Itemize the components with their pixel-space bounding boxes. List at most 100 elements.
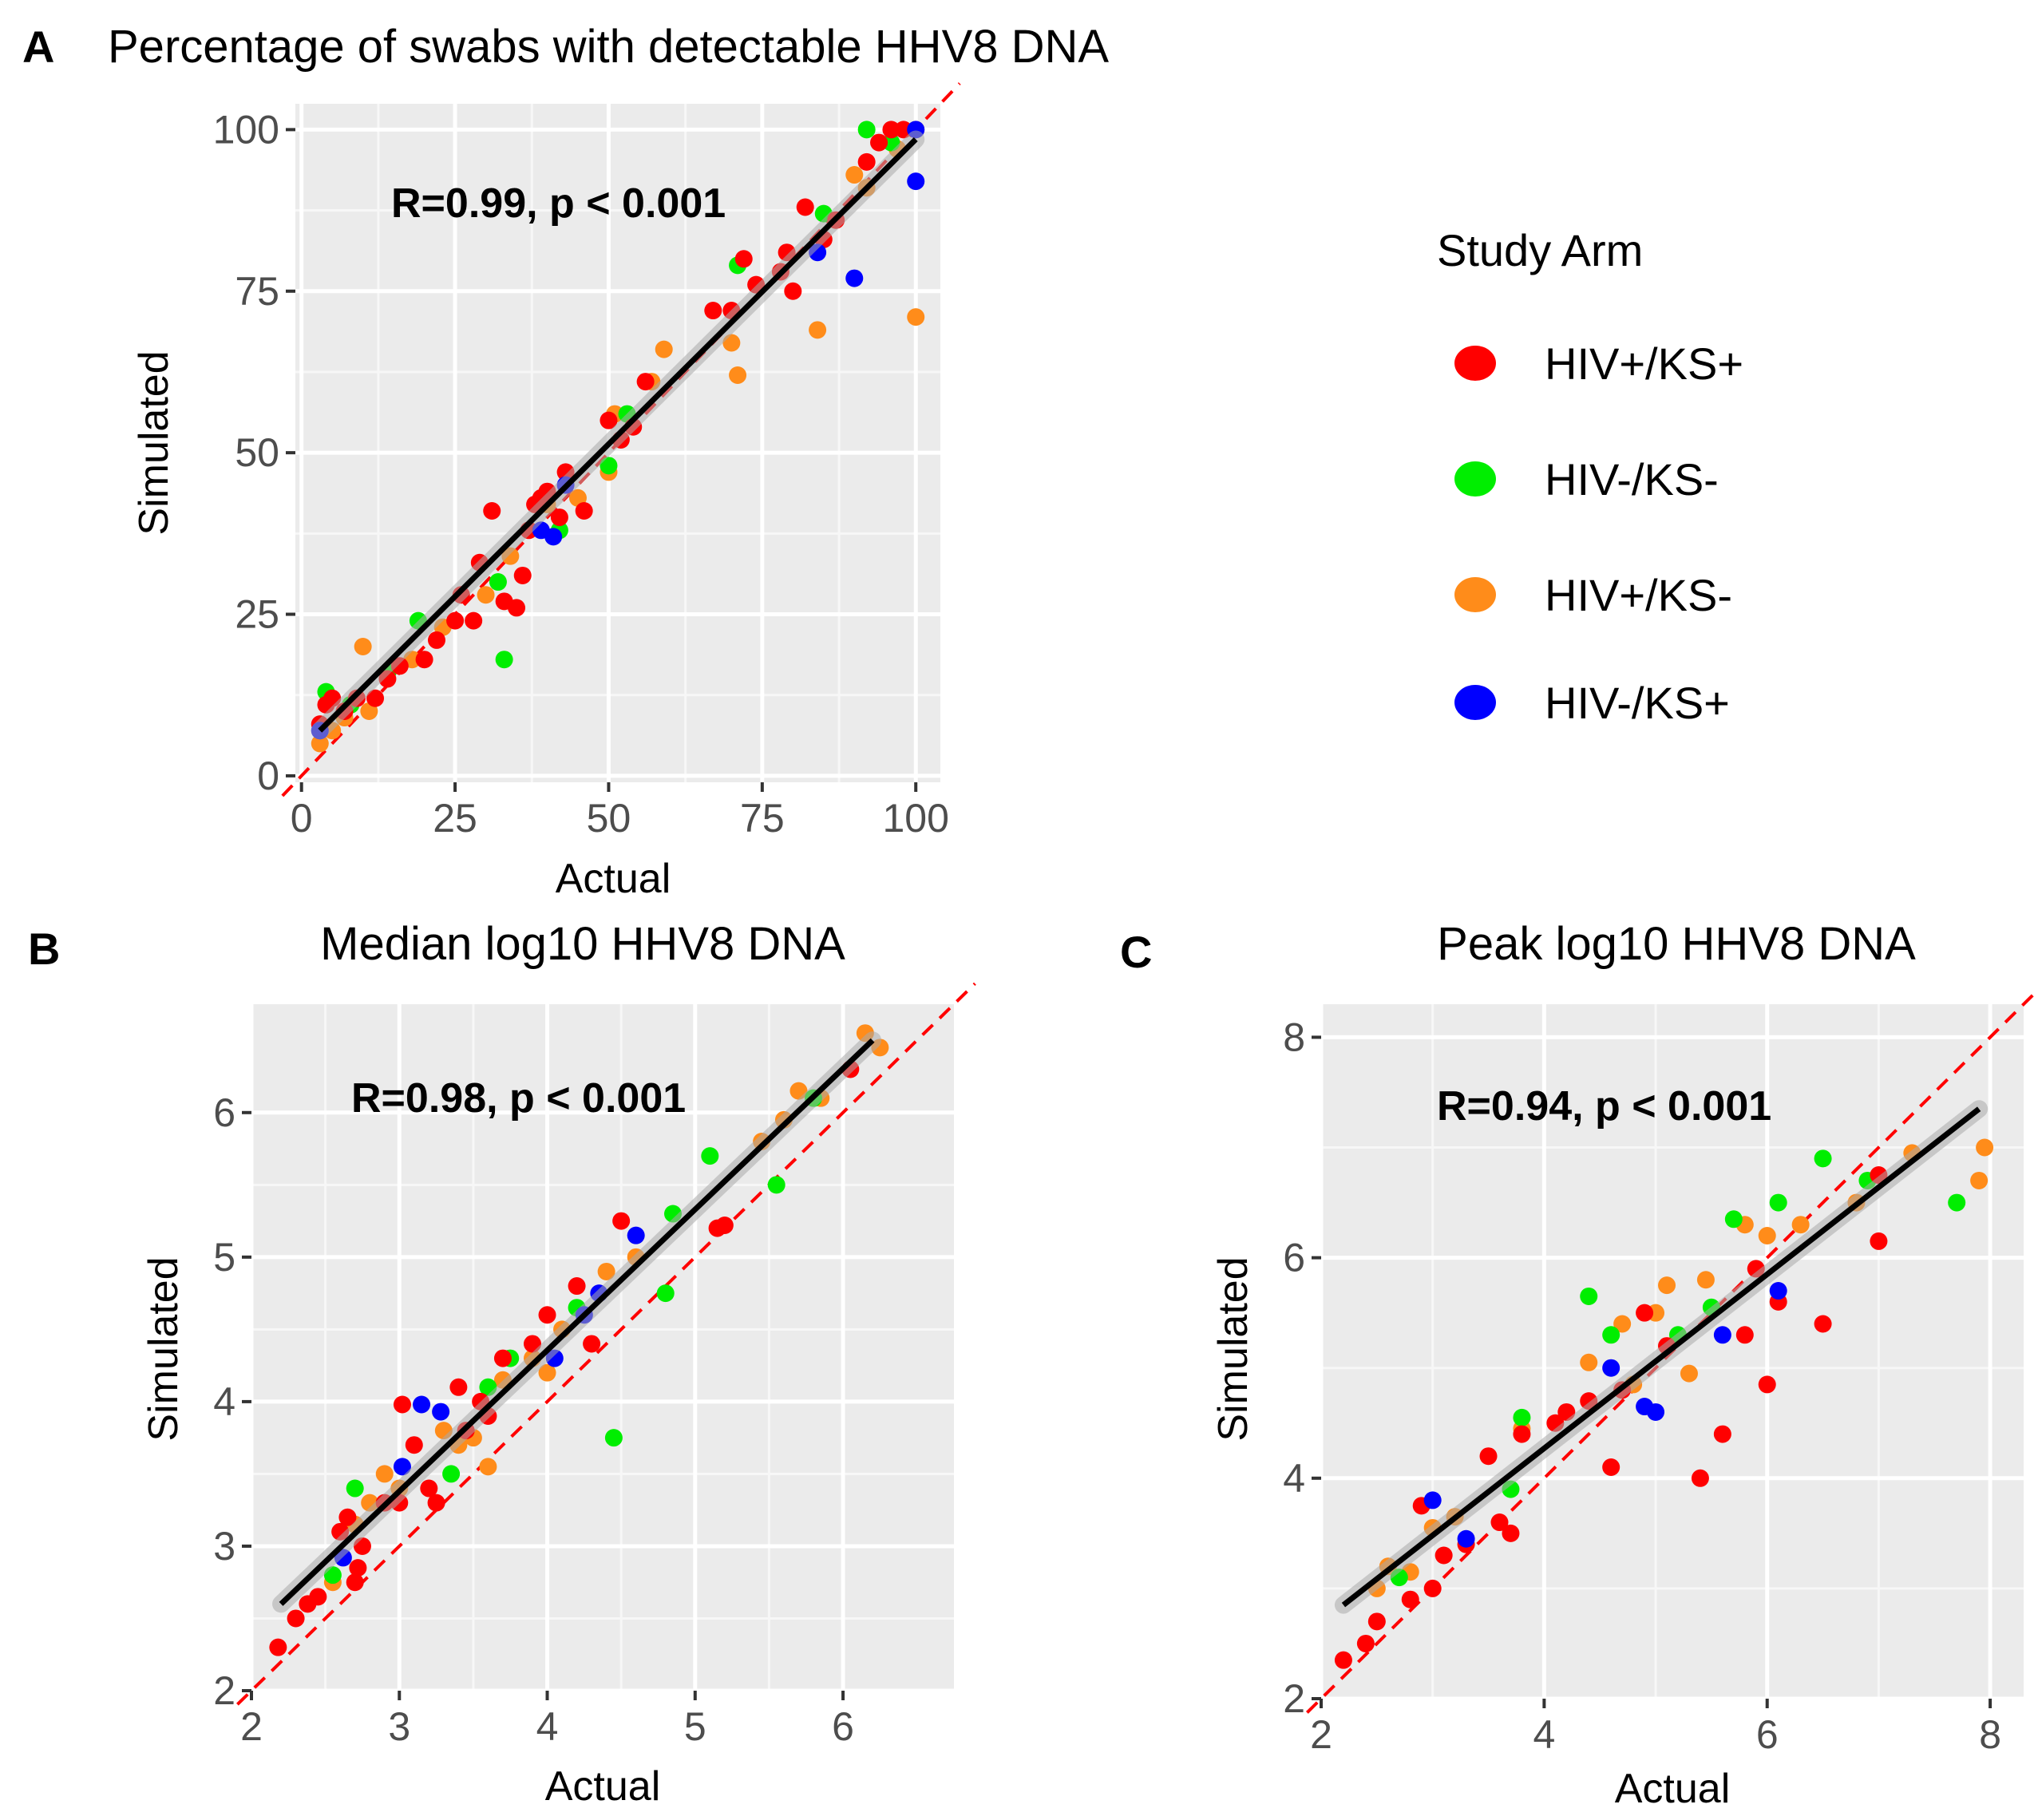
data-point	[393, 1458, 411, 1476]
data-point	[1658, 1276, 1676, 1295]
ticks-b: 2 3 4 5 6 2 3 4 5 6	[213, 1090, 854, 1749]
data-point	[544, 528, 563, 546]
panel-b-title: Median log10 HHV8 DNA	[320, 918, 845, 970]
x-tick-label: 3	[388, 1704, 410, 1749]
data-point	[600, 457, 618, 475]
fit-line	[1341, 1106, 1981, 1608]
legend-key-1	[1454, 461, 1496, 497]
panel-a: A Percentage of swabs with detectable HH…	[22, 21, 1109, 902]
data-point	[656, 1284, 675, 1303]
y-tick-label: 2	[213, 1668, 235, 1713]
x-tick-label: 6	[1756, 1712, 1779, 1757]
data-point	[882, 121, 900, 139]
data-point	[1613, 1315, 1632, 1333]
y-tick-label: 5	[213, 1235, 235, 1280]
data-point	[287, 1609, 305, 1628]
data-point	[1423, 1579, 1442, 1597]
data-point	[857, 152, 876, 171]
data-point	[1435, 1546, 1453, 1565]
xlabel-c: Actual	[1615, 1766, 1731, 1812]
data-point	[1758, 1227, 1776, 1244]
data-point	[1367, 1612, 1386, 1631]
data-point	[366, 689, 385, 707]
data-point	[538, 1363, 556, 1382]
data-point	[432, 1403, 450, 1421]
data-point	[1735, 1326, 1754, 1344]
panel-letter-a: A	[22, 22, 54, 72]
data-point	[375, 1465, 394, 1483]
data-point	[704, 302, 722, 320]
data-point	[465, 611, 483, 630]
data-point	[870, 133, 888, 152]
data-point	[493, 1349, 512, 1367]
data-point	[1970, 1171, 1989, 1189]
data-point	[734, 250, 753, 268]
annotation-a: R=0.99, p < 0.001	[391, 180, 726, 227]
annotation-b: R=0.98, p < 0.001	[351, 1075, 686, 1122]
data-point	[1758, 1375, 1776, 1394]
data-point	[894, 121, 912, 139]
data-point	[845, 166, 864, 184]
data-point	[1691, 1469, 1709, 1487]
data-point	[729, 366, 747, 384]
data-point	[538, 1306, 556, 1324]
data-point	[1479, 1447, 1498, 1466]
fit-line	[318, 137, 918, 733]
panel-letter-b: B	[28, 924, 60, 974]
data-point	[479, 1458, 497, 1476]
data-point	[427, 1494, 445, 1512]
data-point	[449, 1378, 468, 1396]
y-tick-label: 75	[235, 269, 279, 314]
data-point	[346, 1573, 364, 1592]
data-point	[1502, 1524, 1520, 1542]
data-point	[1814, 1149, 1832, 1168]
x-tick-label: 5	[684, 1704, 706, 1749]
data-point	[784, 282, 802, 300]
data-point	[442, 1465, 461, 1483]
data-point	[715, 1217, 734, 1235]
data-point	[1401, 1590, 1419, 1608]
x-tick-label: 100	[883, 796, 949, 841]
data-point	[477, 586, 495, 604]
data-point	[393, 1395, 411, 1414]
y-tick-label: 6	[213, 1090, 235, 1135]
data-point	[1490, 1513, 1509, 1532]
data-point	[1636, 1304, 1654, 1322]
legend-label-1: HIV-/KS-	[1545, 454, 1719, 504]
data-point	[1976, 1138, 1994, 1157]
legend-label-0: HIV+/KS+	[1545, 338, 1743, 389]
data-point	[857, 121, 876, 139]
data-point	[550, 508, 568, 527]
data-point	[600, 411, 618, 429]
ylabel-a: Simulated	[131, 350, 177, 535]
data-point	[1769, 1193, 1787, 1212]
legend-key-0	[1454, 346, 1496, 381]
legend: Study Arm HIV+/KS+ HIV-/KS- HIV+/KS- HIV-/K…	[1437, 225, 1743, 728]
x-tick-label: 0	[291, 796, 313, 841]
data-point	[1602, 1458, 1621, 1476]
ticks-a: 0 25 50 75 100 0 25 50 75 100	[213, 107, 949, 841]
data-point	[1814, 1315, 1832, 1333]
data-point	[907, 308, 925, 326]
panel-letter-c: C	[1120, 927, 1152, 977]
data-point	[1870, 1232, 1888, 1250]
x-tick-label: 50	[587, 796, 631, 841]
x-tick-label: 8	[1979, 1712, 2001, 1757]
data-point	[627, 1226, 645, 1244]
data-point	[427, 631, 445, 649]
data-point	[446, 611, 465, 630]
legend-label-2: HIV+/KS-	[1545, 570, 1732, 620]
xlabel-b: Actual	[545, 1763, 661, 1810]
fit-line-b	[272, 1031, 882, 1613]
panel-c: C Peak log10 HHV8 DNA 2 4 6 8 2 4 6 8 R=0.94, p…	[1120, 918, 2038, 1812]
data-point	[568, 1277, 586, 1296]
data-point	[420, 1479, 438, 1498]
y-tick-label: 25	[235, 592, 279, 637]
data-point	[415, 651, 433, 669]
data-point	[1713, 1425, 1731, 1443]
data-point	[483, 502, 501, 520]
data-point	[1948, 1193, 1966, 1212]
data-point	[311, 734, 329, 753]
data-point	[508, 599, 526, 617]
data-point	[1457, 1529, 1475, 1548]
